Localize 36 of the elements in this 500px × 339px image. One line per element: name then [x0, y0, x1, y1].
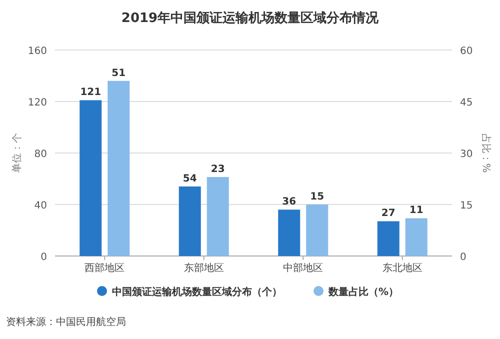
- x-tick-label: 中部地区: [283, 262, 324, 274]
- x-tick-label: 东北地区: [382, 262, 422, 274]
- x-tick-label: 东部地区: [184, 262, 224, 274]
- legend-label: 数量占比（%）: [328, 286, 399, 298]
- x-tick-label: 西部地区: [84, 262, 125, 274]
- data-label: 15: [310, 192, 324, 202]
- y2-axis-title: 占比：%: [480, 133, 492, 173]
- y2-tick-label: 30: [460, 149, 473, 160]
- y2-tick-label: 15: [460, 200, 473, 212]
- bar: [377, 221, 400, 256]
- legend-label: 中国颁证运输机场数量区域分布（个）: [112, 286, 282, 298]
- y-tick-label: 80: [34, 149, 47, 160]
- y2-tick-label: 45: [460, 98, 473, 108]
- y-tick-label: 0: [40, 252, 47, 263]
- data-label: 121: [80, 87, 102, 98]
- bar: [206, 177, 229, 256]
- text: 资料来源：中国民用航空局: [6, 316, 126, 328]
- data-label: 51: [112, 68, 126, 79]
- data-label: 27: [381, 208, 396, 220]
- data-label: 23: [210, 164, 225, 176]
- y-tick-label: 40: [34, 200, 47, 212]
- y-tick-label: 120: [28, 98, 47, 108]
- y-axis-title: 单位：个: [11, 133, 23, 173]
- bar: [178, 186, 201, 256]
- data-label: 11: [409, 205, 424, 216]
- y2-tick-label: 0: [460, 252, 466, 263]
- bar: [80, 100, 102, 256]
- y2-tick-label: 60: [460, 46, 473, 57]
- data-label: 36: [282, 196, 296, 208]
- bar: [306, 204, 328, 256]
- bar: [405, 218, 428, 256]
- bar: [108, 80, 130, 256]
- data-label: 54: [182, 173, 197, 184]
- y-tick-label: 160: [28, 46, 47, 57]
- chart-title: 2019年中国颁证运输机场数量区域分布情况: [121, 10, 380, 26]
- bar: [278, 210, 300, 256]
